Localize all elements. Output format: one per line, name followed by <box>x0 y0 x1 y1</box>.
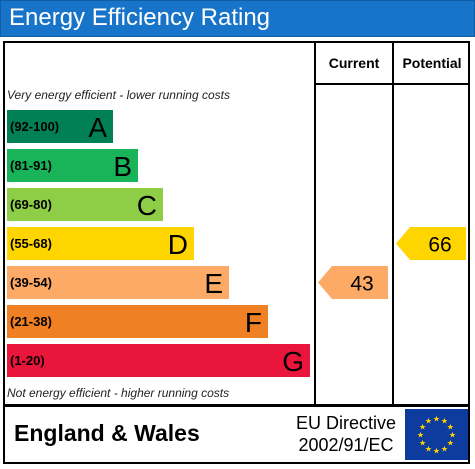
flag-star: ★ <box>425 417 432 426</box>
band-letter-f: F <box>245 307 262 338</box>
flag-star: ★ <box>441 417 448 426</box>
band-bar-a <box>7 110 113 143</box>
band-range-c: (69-80) <box>10 197 52 212</box>
flag-star: ★ <box>433 415 440 424</box>
page-title: Energy Efficiency Rating <box>9 4 271 31</box>
band-range-g: (1-20) <box>10 353 45 368</box>
directive-line-1: EU Directive <box>295 413 397 433</box>
current-column-header: Current <box>328 55 380 71</box>
note-inefficient: Not energy efficient - higher running co… <box>7 386 230 400</box>
directive-line-2: 2002/91/EC <box>298 435 394 455</box>
title-bar: Energy Efficiency Rating <box>0 0 475 37</box>
flag-star: ★ <box>419 439 426 448</box>
band-letter-a: A <box>88 112 107 143</box>
eu-directive-label: EU Directive 2002/91/EC <box>292 412 400 456</box>
current-rating-arrow <box>318 266 388 299</box>
band-range-e: (39-54) <box>10 275 52 290</box>
divider-potential <box>392 41 394 406</box>
flag-star: ★ <box>417 431 424 440</box>
flag-star: ★ <box>447 423 454 432</box>
divider-current <box>314 41 316 406</box>
potential-rating-arrow <box>396 227 466 260</box>
band-range-b: (81-91) <box>10 158 52 173</box>
region-label: England & Wales <box>14 420 200 446</box>
band-bar-f <box>7 305 268 338</box>
note-efficient: Very energy efficient - lower running co… <box>7 88 230 102</box>
flag-star: ★ <box>433 447 440 456</box>
band-range-d: (55-68) <box>10 236 52 251</box>
flag-star: ★ <box>419 423 426 432</box>
header-divider <box>314 83 470 85</box>
flag-star: ★ <box>425 444 432 453</box>
band-bar-g <box>7 344 310 377</box>
band-letter-b: B <box>113 151 132 182</box>
band-bar-e <box>7 266 229 299</box>
eu-flag-icon: ★ ★ ★ ★ ★ ★ ★ ★ ★ ★ ★ ★ <box>405 409 468 460</box>
band-letter-e: E <box>204 268 223 299</box>
band-letter-c: C <box>137 190 157 221</box>
flag-star: ★ <box>449 431 456 440</box>
band-bar-c <box>7 188 163 221</box>
band-letter-g: G <box>282 346 304 377</box>
band-range-f: (21-38) <box>10 314 52 329</box>
footer-panel <box>3 405 470 464</box>
flag-star: ★ <box>441 444 448 453</box>
band-range-a: (92-100) <box>10 119 59 134</box>
flag-star: ★ <box>447 439 454 448</box>
band-bar-b <box>7 149 138 182</box>
current-rating-value: 43 <box>350 273 373 296</box>
potential-column-header: Potential <box>402 55 462 71</box>
band-bar-d <box>7 227 194 260</box>
potential-rating-value: 66 <box>428 234 451 257</box>
eu-stars: ★★★★★★★★★ ★ ★★ <box>417 415 456 456</box>
band-letter-d: D <box>168 229 188 260</box>
